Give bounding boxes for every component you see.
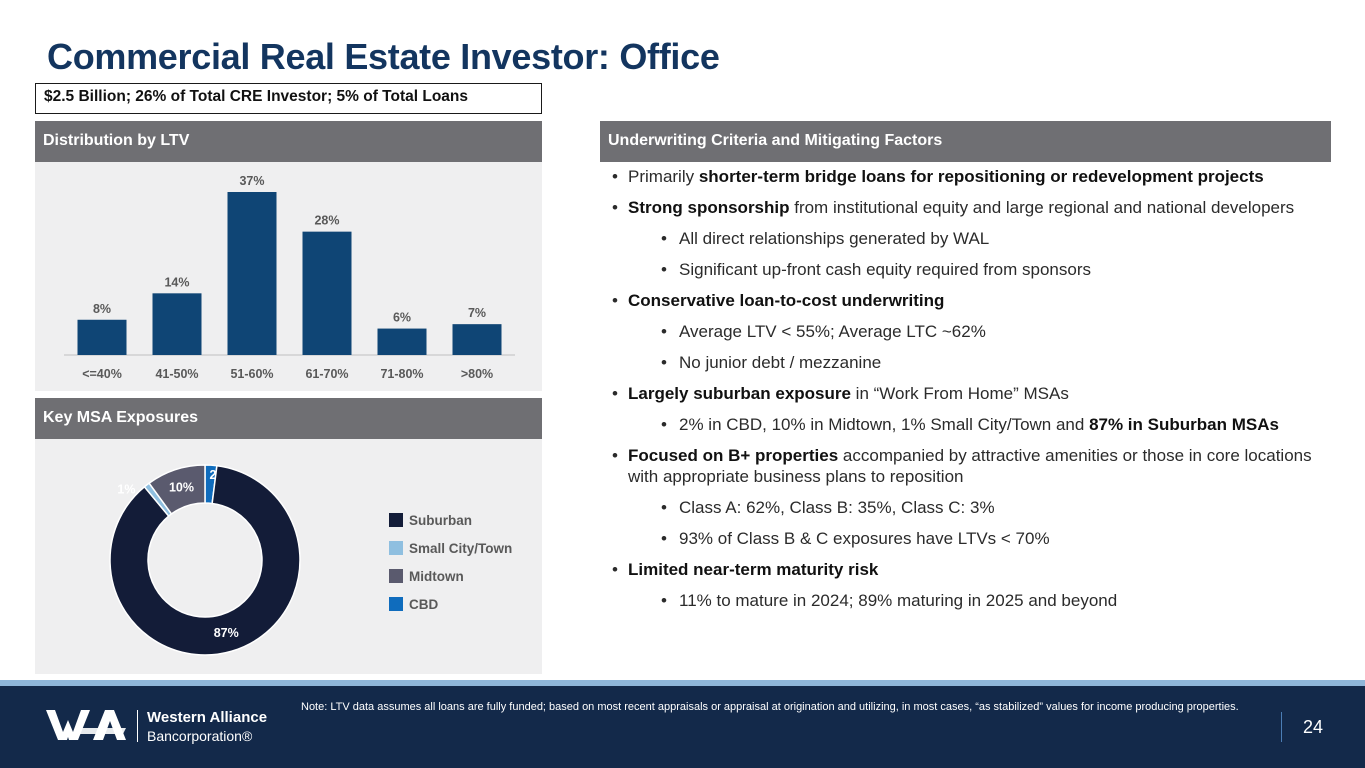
bar-data-label: 6% — [393, 311, 411, 325]
bullet-item: • Strong sponsorship from institutional e… — [610, 197, 1320, 218]
bullet-text: Significant up-front cash equity require… — [679, 260, 1091, 279]
bar — [227, 192, 277, 355]
bar — [302, 231, 352, 355]
bullet-dot-icon: • — [661, 415, 667, 434]
bullet-item: • Limited near-term maturity risk — [610, 559, 1320, 580]
bar-category-label: 71-80% — [380, 367, 423, 381]
bullet-dot-icon: • — [612, 446, 618, 465]
bar-category-label: >80% — [461, 367, 493, 381]
legend-label: Midtown — [409, 569, 464, 584]
bar-data-label: 14% — [164, 275, 189, 289]
bullet-text: Average LTV < 55%; Average LTC ~62% — [679, 322, 986, 341]
bullet-dot-icon: • — [661, 260, 667, 279]
bullet-text: Primarily — [628, 167, 699, 186]
sub-bullet-item: • Average LTV < 55%; Average LTC ~62% — [610, 321, 1320, 342]
legend-swatch — [389, 597, 403, 611]
bullet-text: Class A: 62%, Class B: 35%, Class C: 3% — [679, 498, 995, 517]
donut-slice — [148, 464, 206, 515]
bar-category-label: 51-60% — [230, 367, 273, 381]
criteria-panel-header: Underwriting Criteria and Mitigating Fac… — [600, 121, 1331, 162]
bullet-text: No junior debt / mezzanine — [679, 353, 882, 372]
page-number: 24 — [1303, 717, 1324, 737]
bullet-text: 2% in CBD, 10% in Midtown, 1% Small City… — [679, 415, 1090, 434]
bullet-dot-icon: • — [612, 560, 618, 579]
page-title: Commercial Real Estate Investor: Office — [47, 36, 720, 77]
bar-data-label: 28% — [314, 214, 339, 228]
bar — [77, 319, 127, 355]
bar-data-label: 7% — [468, 306, 486, 320]
western-alliance-logo-icon — [46, 710, 126, 740]
bullet-text-bold: 87% in Suburban MSAs — [1089, 415, 1279, 434]
company-name: Western Alliance — [147, 709, 268, 726]
summary-box: $2.5 Billion; 26% of Total CRE Investor;… — [35, 83, 542, 114]
page-number-divider — [1281, 712, 1282, 742]
donut-data-label: 10% — [169, 481, 194, 495]
donut-data-label: 87% — [214, 626, 239, 640]
bar — [377, 328, 427, 355]
legend-swatch — [389, 569, 403, 583]
bullet-dot-icon: • — [612, 198, 618, 217]
donut-slice — [109, 464, 301, 656]
bar-data-label: 8% — [93, 302, 111, 316]
bullet-dot-icon: • — [661, 322, 667, 341]
bullet-text-bold: Limited near-term maturity risk — [628, 560, 879, 579]
bullet-text: in “Work From Home” MSAs — [850, 384, 1069, 403]
bullet-dot-icon: • — [661, 353, 667, 372]
ltv-panel-header: Distribution by LTV — [35, 121, 542, 162]
bullet-dot-icon: • — [661, 529, 667, 548]
legend-swatch — [389, 513, 403, 527]
bar-data-label: 37% — [239, 174, 264, 188]
criteria-list: • Primarily shorter-term bridge loans for… — [610, 166, 1320, 621]
bullet-text: accompanied by attractive amenities or t… — [628, 446, 1312, 486]
company-suffix: Bancorporation® — [147, 728, 253, 744]
sub-bullet-item: • All direct relationships generated by W… — [610, 228, 1320, 249]
bar — [452, 324, 502, 355]
footnote: Note: LTV data assumes all loans are ful… — [301, 701, 1239, 713]
sub-bullet-item: • No junior debt / mezzanine — [610, 352, 1320, 373]
sub-bullet-item: • 11% to mature in 2024; 89% maturing in … — [610, 590, 1320, 611]
legend-label: Small City/Town — [409, 541, 512, 556]
logo-divider — [137, 710, 138, 742]
bullet-dot-icon: • — [661, 229, 667, 248]
bullet-dot-icon: • — [612, 384, 618, 403]
sub-bullet-item: • 93% of Class B & C exposures have LTVs … — [610, 528, 1320, 549]
bullet-dot-icon: • — [661, 498, 667, 517]
legend-label: CBD — [409, 597, 438, 612]
legend-swatch — [389, 541, 403, 555]
bar-category-label: 61-70% — [305, 367, 348, 381]
sub-bullet-item: • 2% in CBD, 10% in Midtown, 1% Small Cit… — [610, 414, 1320, 435]
bullet-item: • Largely suburban exposure in “Work From… — [610, 383, 1320, 404]
bullet-item: • Focused on B+ properties accompanied by… — [610, 445, 1320, 487]
bar-category-label: <=40% — [82, 367, 122, 381]
bullet-text-bold: Focused on B+ properties — [628, 446, 839, 465]
bullet-text-bold: Strong sponsorship — [628, 198, 790, 217]
bullet-text-bold: Largely suburban exposure — [628, 384, 851, 403]
bullet-item: • Conservative loan-to-cost underwriting — [610, 290, 1320, 311]
ltv-bar-chart: 8% <=40% 14% 41-50% 37% 51-60% 28% 61-70% 6% 71-8… — [64, 174, 515, 381]
bullet-text-bold: Conservative loan-to-cost underwriting — [628, 291, 945, 310]
bar-category-label: 41-50% — [155, 367, 198, 381]
footer-bar — [0, 680, 1365, 768]
msa-panel-header: Key MSA Exposures — [35, 398, 542, 439]
bullet-text: All direct relationships generated by WA… — [679, 229, 990, 248]
bullet-text-bold: shorter-term bridge loans for reposition… — [698, 167, 1264, 186]
donut-data-label: 1% — [117, 483, 135, 497]
sub-bullet-item: • Class A: 62%, Class B: 35%, Class C: 3% — [610, 497, 1320, 518]
bullet-text: 11% to mature in 2024; 89% maturing in 2… — [679, 591, 1118, 610]
bullet-item: • Primarily shorter-term bridge loans for… — [610, 166, 1320, 187]
bullet-dot-icon: • — [612, 291, 618, 310]
bullet-text: 93% of Class B & C exposures have LTVs <… — [679, 529, 1050, 548]
bullet-dot-icon: • — [661, 591, 667, 610]
footer-stripe — [0, 680, 1365, 686]
bullet-text: from institutional equity and large regi… — [789, 198, 1295, 217]
bullet-dot-icon: • — [612, 167, 618, 186]
sub-bullet-item: • Significant up-front cash equity requir… — [610, 259, 1320, 280]
bar — [152, 293, 202, 355]
legend-label: Suburban — [409, 513, 472, 528]
